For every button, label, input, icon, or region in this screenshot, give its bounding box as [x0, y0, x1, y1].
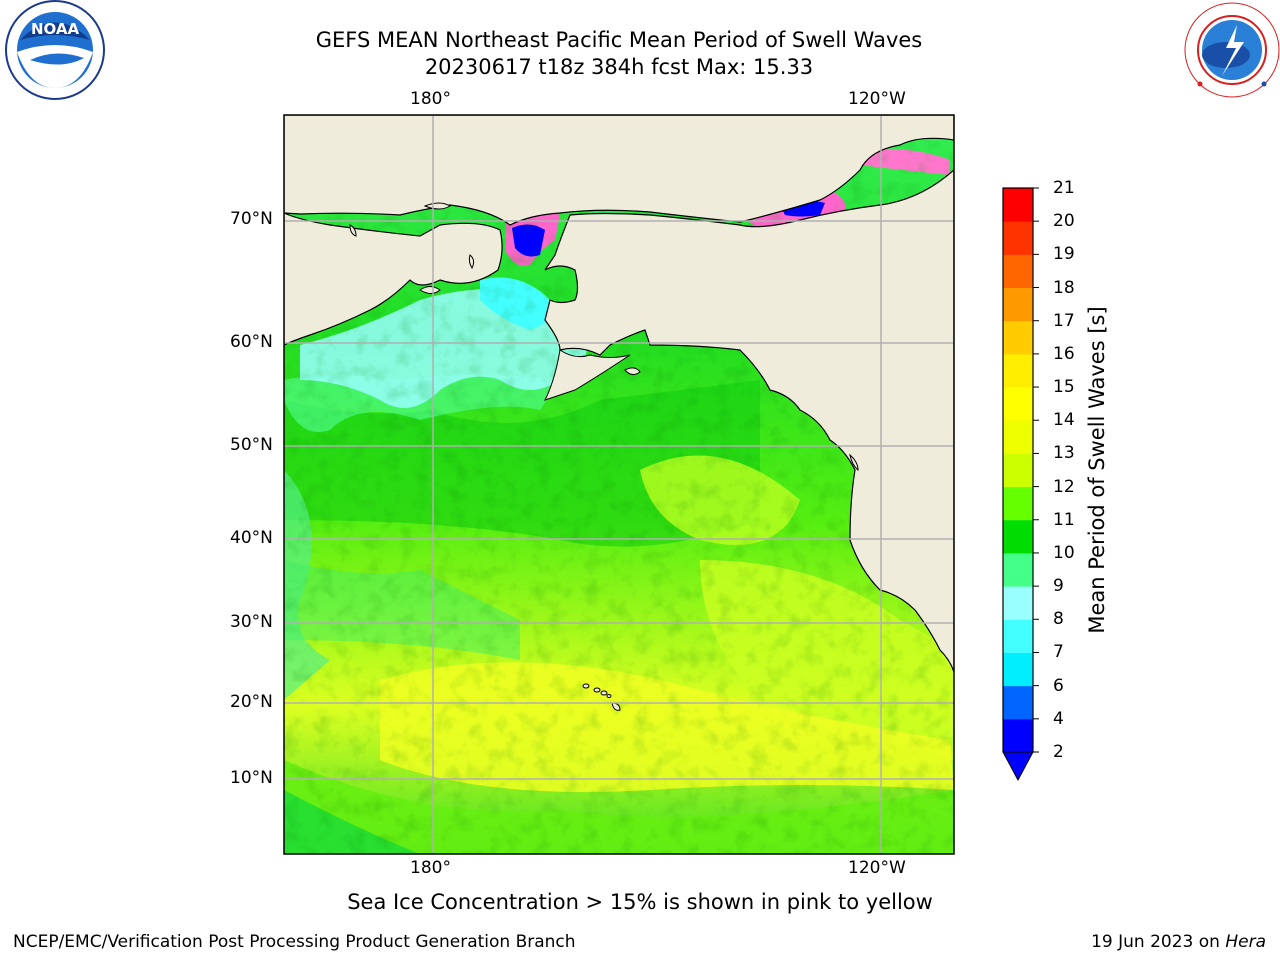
- colorbar-tick-label: 16: [1053, 343, 1075, 364]
- gridlines: [284, 115, 954, 854]
- colorbar-segment: [1003, 221, 1033, 255]
- colorbar-label: Mean Period of Swell Waves [s]: [1085, 306, 1109, 634]
- noaa-logo-text: NOAA: [31, 20, 80, 38]
- land-arctic: [284, 115, 954, 226]
- chart-title-line2: 20230617 t18z 384h fcst Max: 15.33: [424, 55, 814, 79]
- colorbar-segment: [1003, 586, 1033, 620]
- map-frame: [283, 114, 955, 855]
- land-siberia: [284, 212, 503, 346]
- colorbar-tick-label: 19: [1053, 244, 1075, 265]
- lon-label-bottom-120w: 120°W: [848, 858, 906, 878]
- colorbar-segment: [1003, 519, 1033, 554]
- nws-logo: [1184, 2, 1280, 98]
- colorbar-segment: [1003, 453, 1033, 488]
- lat-label-20n: 20°N: [230, 692, 273, 712]
- colorbar-segment: [1003, 254, 1033, 289]
- colorbar-tick-label: 6: [1053, 675, 1064, 696]
- colorbar-tick-label: 7: [1053, 642, 1064, 663]
- chart-title-line1: GEFS MEAN Northeast Pacific Mean Period …: [315, 28, 923, 52]
- lat-label-50n: 50°N: [230, 435, 273, 455]
- colorbar-tick-label: 11: [1053, 509, 1075, 530]
- lon-label-bottom-180: 180°: [410, 858, 451, 878]
- lat-label-70n: 70°N: [230, 209, 273, 229]
- colorbar-tick-label: 18: [1053, 277, 1075, 298]
- lat-label-10n: 10°N: [230, 768, 273, 788]
- colorbar-tick-label: 2: [1053, 742, 1064, 762]
- colorbar-segment: [1003, 320, 1033, 355]
- colorbar-segment: [1003, 420, 1033, 454]
- colorbar-extend-arrow: [1002, 751, 1034, 782]
- land-alaska-peninsula: [544, 349, 631, 401]
- lat-label-60n: 60°N: [230, 332, 273, 352]
- colorbar-segment: [1003, 619, 1033, 653]
- lat-label-30n: 30°N: [230, 612, 273, 632]
- map-area: [284, 115, 954, 854]
- colorbar-segment: [1003, 486, 1033, 521]
- footer-machine: Hera: [1225, 932, 1266, 952]
- colorbar-segment: [1003, 353, 1033, 388]
- colorbar-frame: [1002, 187, 1034, 753]
- colorbar-segment: [1003, 718, 1033, 753]
- colorbar-segment: [1003, 652, 1033, 687]
- colorbar: [1003, 187, 1039, 753]
- colorbar-tick-label: 21: [1053, 178, 1075, 198]
- footer-date-text: 19 Jun 2023 on: [1091, 932, 1226, 952]
- sea-ice-note: Sea Ice Concentration > 15% is shown in …: [347, 890, 933, 914]
- lon-label-top-180: 180°: [410, 89, 451, 109]
- lon-label-top-120w: 120°W: [848, 89, 906, 109]
- colorbar-segment: [1003, 287, 1033, 322]
- hawaii-islands: [582, 683, 621, 711]
- colorbar-segment: [1003, 387, 1033, 421]
- footer-credit: NCEP/EMC/Verification Post Processing Pr…: [13, 932, 576, 952]
- footer-date: 19 Jun 2023 on Hera: [1091, 932, 1266, 952]
- colorbar-tick-label: 15: [1053, 377, 1075, 398]
- colorbar-tick-label: 17: [1053, 310, 1075, 331]
- land-north-america: [544, 169, 954, 673]
- colorbar-segment: [1003, 685, 1033, 720]
- colorbar-tick-label: 9: [1053, 576, 1064, 597]
- noaa-logo: NOAA: [5, 0, 105, 100]
- colorbar-tick-label: 4: [1053, 708, 1064, 729]
- colorbar-segment: [1003, 188, 1033, 222]
- colorbar-tick-label: 13: [1053, 443, 1075, 464]
- colorbar-tick-label: 14: [1053, 410, 1075, 431]
- colorbar-tick-label: 8: [1053, 609, 1064, 630]
- colorbar-tick-label: 12: [1053, 476, 1075, 497]
- lat-label-40n: 40°N: [230, 528, 273, 548]
- colorbar-segment: [1003, 552, 1033, 587]
- colorbar-tick-label: 20: [1053, 211, 1075, 232]
- colorbar-tick-label: 10: [1053, 542, 1075, 563]
